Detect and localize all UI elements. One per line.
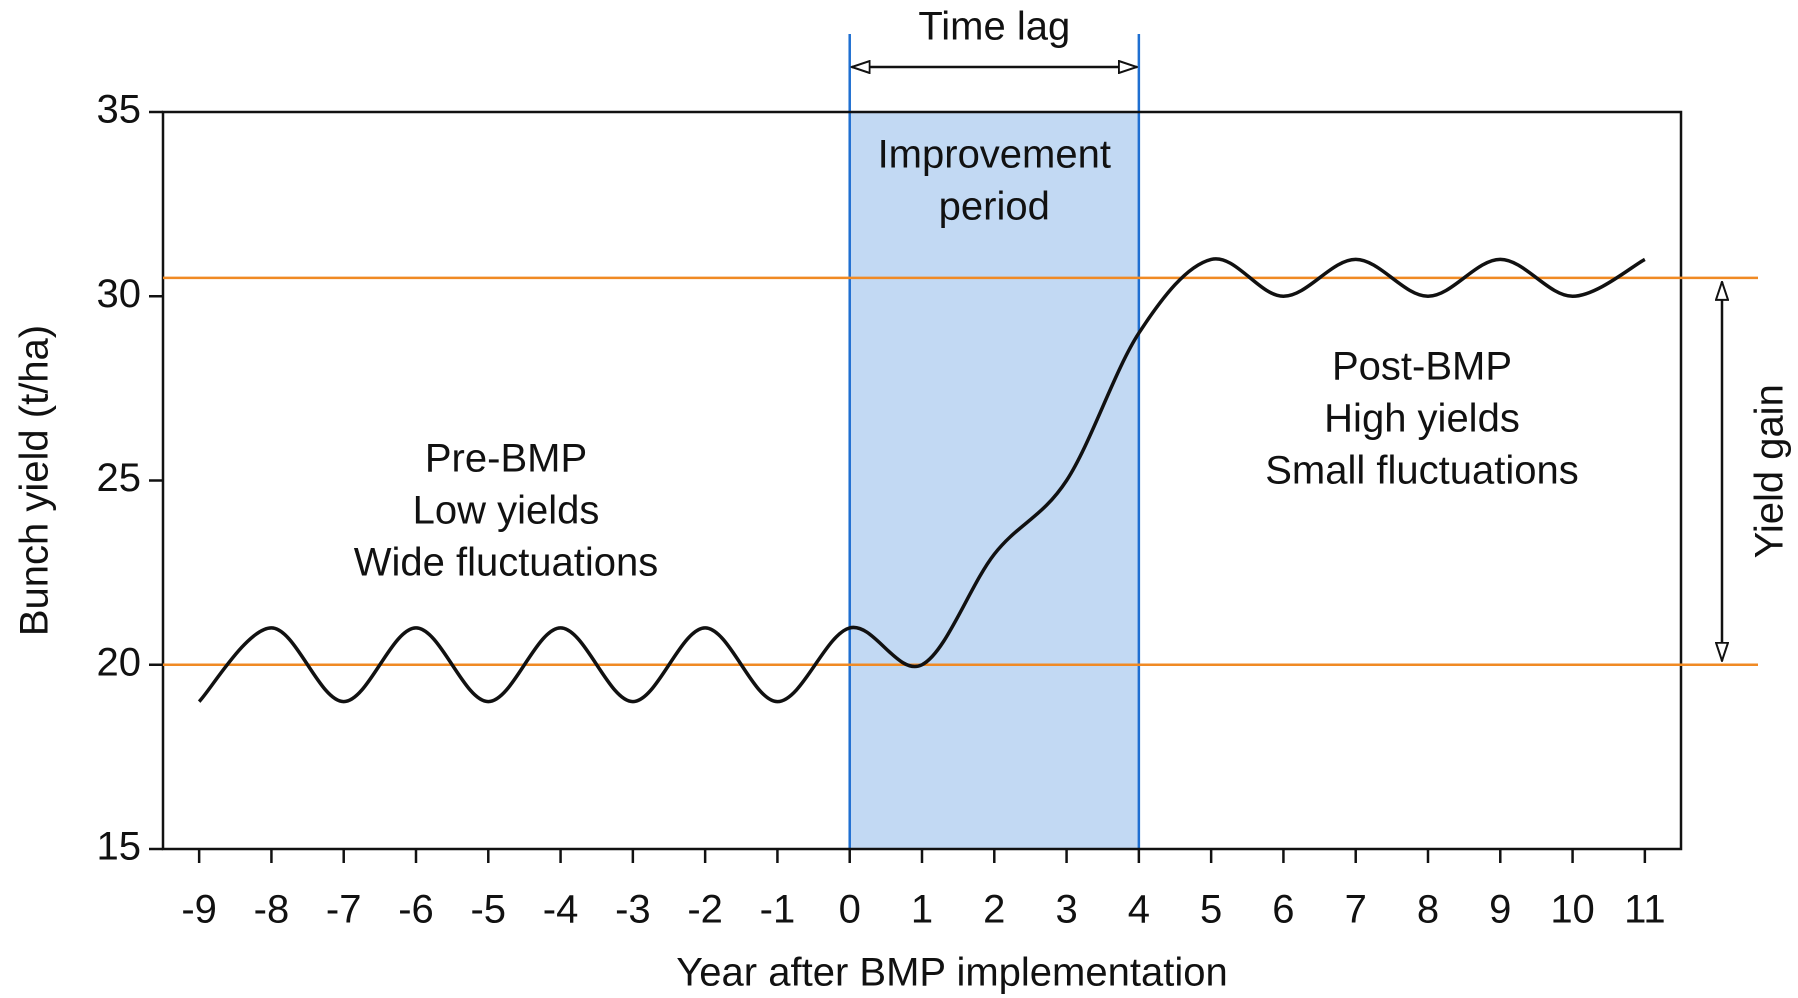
pre-label: Low yields — [413, 489, 600, 533]
x-tick-label: 10 — [1550, 888, 1595, 932]
pre-label: Wide fluctuations — [354, 541, 659, 585]
x-tick-label: -5 — [470, 888, 506, 932]
y-axis-label: Bunch yield (t/ha) — [13, 325, 57, 636]
y-tick-label: 30 — [97, 272, 142, 316]
yield-line — [197, 257, 1646, 704]
improvement-label: period — [939, 185, 1050, 229]
x-tick-label: 6 — [1272, 888, 1294, 932]
x-tick-label: -7 — [326, 888, 362, 932]
x-tick-label: 0 — [839, 888, 861, 932]
post-label: Small fluctuations — [1265, 449, 1578, 493]
yield-gain-label: Yield gain — [1748, 384, 1792, 558]
y-tick-label: 35 — [97, 88, 142, 132]
x-tick-label: 3 — [1055, 888, 1077, 932]
post-label: High yields — [1324, 397, 1520, 441]
post-label: Post-BMP — [1332, 345, 1512, 389]
x-tick-label: -6 — [398, 888, 434, 932]
x-tick-label: 1 — [911, 888, 933, 932]
y-tick-label: 25 — [97, 456, 142, 500]
improvement-label: Improvement — [878, 133, 1111, 177]
y-tick-label: 20 — [97, 640, 142, 684]
x-tick-label: -4 — [543, 888, 579, 932]
x-tick-label: -2 — [687, 888, 723, 932]
x-tick-label: 2 — [983, 888, 1005, 932]
x-axis-label: Year after BMP implementation — [676, 951, 1227, 995]
x-tick-label: -1 — [760, 888, 796, 932]
x-tick-label: 11 — [1624, 888, 1666, 932]
y-tick-label: 15 — [97, 825, 142, 869]
x-tick-label: 5 — [1200, 888, 1222, 932]
pre-label: Pre-BMP — [425, 437, 587, 481]
x-tick-label: -3 — [615, 888, 651, 932]
x-tick-label: -8 — [254, 888, 290, 932]
x-tick-label: -9 — [181, 888, 217, 932]
time-lag-label: Time lag — [918, 5, 1070, 49]
x-tick-label: 7 — [1345, 888, 1367, 932]
x-tick-label: 9 — [1489, 888, 1511, 932]
x-tick-label: 4 — [1128, 888, 1150, 932]
improvement-span — [849, 112, 1139, 849]
x-tick-label: 8 — [1417, 888, 1439, 932]
